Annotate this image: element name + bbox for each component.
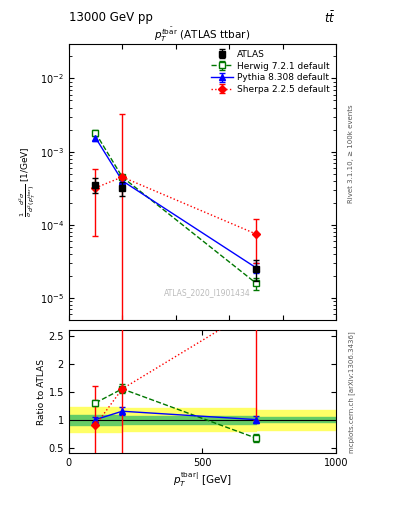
Y-axis label: $\frac{1}{\sigma}\frac{d^2\sigma}{d^2(p_T^{\mathrm{tbar}})}$ [1/GeV]: $\frac{1}{\sigma}\frac{d^2\sigma}{d^2(p_…: [18, 146, 39, 217]
Text: $t\bar{t}$: $t\bar{t}$: [325, 10, 336, 26]
X-axis label: $p^{\mathrm{tbar}|}_{T}$ [GeV]: $p^{\mathrm{tbar}|}_{T}$ [GeV]: [173, 471, 232, 489]
Legend: ATLAS, Herwig 7.2.1 default, Pythia 8.308 default, Sherpa 2.2.5 default: ATLAS, Herwig 7.2.1 default, Pythia 8.30…: [207, 46, 333, 98]
Text: 13000 GeV pp: 13000 GeV pp: [69, 11, 152, 25]
Text: Rivet 3.1.10, ≥ 100k events: Rivet 3.1.10, ≥ 100k events: [348, 105, 354, 203]
Text: ATLAS_2020_I1901434: ATLAS_2020_I1901434: [164, 288, 251, 297]
Y-axis label: Ratio to ATLAS: Ratio to ATLAS: [37, 359, 46, 424]
Title: $p_T^{t\bar{\mathrm{bar}}}$ (ATLAS ttbar): $p_T^{t\bar{\mathrm{bar}}}$ (ATLAS ttbar…: [154, 25, 251, 44]
Text: mcplots.cern.ch [arXiv:1306.3436]: mcplots.cern.ch [arXiv:1306.3436]: [348, 331, 354, 453]
